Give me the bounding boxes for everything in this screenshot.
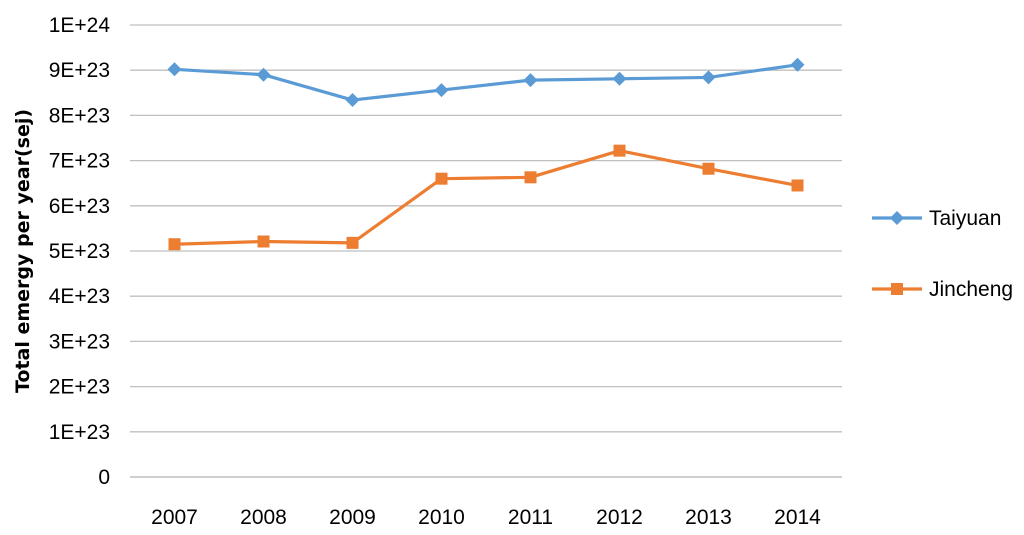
data-point (256, 67, 271, 82)
data-point (168, 238, 181, 251)
data-point (790, 57, 805, 72)
series-line (174, 149, 798, 246)
y-tick-label: 1E+24 (49, 14, 111, 37)
data-point (257, 235, 270, 248)
x-tick-label: 2013 (685, 506, 732, 529)
data-point (613, 144, 626, 157)
data-point (523, 73, 538, 88)
y-tick-label: 4E+23 (49, 285, 110, 308)
y-tick-label: 2E+23 (49, 376, 110, 399)
data-point (435, 172, 448, 185)
x-tick-label: 2009 (329, 506, 376, 529)
y-tick-label: 3E+23 (49, 330, 110, 353)
series-line (174, 63, 798, 102)
data-point (346, 236, 359, 249)
data-point (524, 171, 537, 184)
y-tick-label: 6E+23 (49, 195, 110, 218)
legend-label: Taiyuan (929, 207, 1001, 230)
gridlines (130, 24, 842, 433)
legend-item-taiyuan: Taiyuan (872, 207, 1001, 230)
x-tick-label: 2010 (418, 506, 465, 529)
y-tick-label: 5E+23 (49, 240, 110, 263)
x-tick-label: 2011 (508, 506, 553, 529)
data-point (434, 83, 449, 98)
data-point (791, 179, 804, 192)
x-tick-labels: 2007 2008 2009 2010 2011 2012 2013 2014 (151, 506, 821, 529)
x-tick-label: 2007 (151, 506, 198, 529)
y-tick-label: 1E+23 (49, 421, 110, 444)
data-point (701, 70, 716, 85)
legend-marker (891, 283, 903, 295)
data-point (612, 71, 627, 86)
x-tick-label: 2012 (596, 506, 643, 529)
data-point (702, 162, 715, 175)
y-axis-label: Total emergy per year(sej) (12, 109, 34, 393)
y-tick-label: 0 (98, 466, 110, 489)
data-point (167, 62, 182, 77)
x-tick-label: 2014 (774, 506, 821, 529)
series-jincheng (168, 144, 804, 251)
y-tick-label: 7E+23 (49, 150, 110, 173)
legend-label: Jincheng (929, 278, 1013, 301)
x-tick-label: 2008 (240, 506, 287, 529)
y-tick-label: 9E+23 (49, 59, 110, 82)
series-layer (167, 57, 805, 251)
legend-marker (890, 211, 904, 225)
data-point (345, 93, 360, 108)
y-tick-label: 8E+23 (49, 104, 110, 127)
legend-item-jincheng: Jincheng (872, 278, 1013, 301)
y-tick-labels: 0 1E+23 2E+23 3E+23 4E+23 5E+23 6E+23 7E+23 8E+2… (49, 14, 111, 489)
legend: Taiyuan Jincheng (872, 207, 1013, 301)
series-taiyuan (167, 57, 805, 108)
